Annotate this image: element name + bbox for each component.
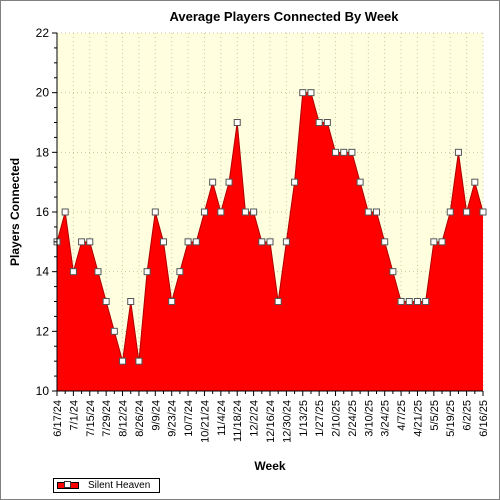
data-point — [307, 89, 315, 97]
x-tick-label: 3/10/25 — [363, 400, 375, 437]
data-point — [225, 178, 233, 186]
x-axis-label: Week — [254, 459, 285, 473]
x-tick-label: 5/5/25 — [429, 400, 441, 431]
data-point — [282, 238, 290, 246]
data-point — [209, 178, 217, 186]
data-point — [315, 119, 323, 126]
data-point — [200, 208, 208, 216]
data-point — [258, 238, 266, 246]
data-point — [479, 208, 487, 216]
data-point — [78, 238, 86, 246]
series-markers — [53, 89, 487, 365]
data-point — [119, 357, 127, 365]
x-tick-label: 7/1/24 — [68, 400, 80, 431]
data-point — [454, 148, 462, 156]
y-tick-label: 12 — [36, 324, 50, 338]
x-tick-label: 7/15/24 — [85, 400, 97, 437]
data-point — [192, 238, 200, 246]
legend-label-silent-heaven: Silent Heaven — [88, 480, 151, 491]
x-tick-label: 6/17/24 — [52, 400, 64, 437]
x-tick-label: 2/24/25 — [347, 400, 359, 437]
x-tick-label: 12/16/24 — [265, 400, 277, 443]
x-tick-label: 7/29/24 — [101, 400, 113, 437]
data-point — [143, 268, 151, 276]
data-point — [241, 208, 249, 216]
data-point — [160, 238, 167, 246]
y-axis-label: Players Connected — [8, 158, 22, 266]
data-point — [405, 298, 413, 305]
x-tick-label: 11/18/24 — [232, 400, 244, 442]
data-point — [430, 238, 438, 246]
data-point — [217, 208, 225, 216]
data-point — [94, 268, 102, 276]
x-tick-label: 5/19/25 — [445, 400, 457, 437]
legend-marker — [64, 481, 71, 488]
y-tick-label: 22 — [36, 26, 50, 40]
data-point — [397, 298, 405, 305]
data-point — [61, 208, 69, 216]
y-tick-label: 18 — [36, 145, 50, 159]
x-tick-label: 8/12/24 — [118, 400, 130, 437]
legend: Silent Heaven — [53, 478, 160, 493]
x-tick-label: 11/4/24 — [216, 400, 228, 436]
data-point — [135, 357, 143, 365]
data-point — [102, 298, 110, 305]
data-point — [176, 268, 184, 276]
data-point — [168, 298, 176, 305]
data-point — [323, 119, 331, 126]
y-tick-label: 16 — [36, 205, 50, 219]
x-tick-label: 1/27/25 — [314, 400, 326, 437]
data-point — [364, 208, 372, 216]
data-point — [348, 148, 356, 156]
x-tick-label: 6/16/25 — [478, 400, 490, 437]
data-point — [151, 208, 159, 216]
x-tick-label: 8/26/24 — [134, 400, 146, 437]
data-point — [69, 268, 77, 276]
data-point — [389, 268, 397, 276]
data-point — [373, 208, 380, 216]
data-point — [86, 238, 94, 246]
chart-title: Average Players Connected By Week — [169, 9, 399, 24]
data-point — [250, 208, 258, 216]
x-tick-label: 1/13/25 — [298, 400, 310, 437]
x-tick-label: 4/7/25 — [396, 400, 408, 431]
data-point — [274, 298, 282, 305]
data-point — [233, 119, 241, 126]
y-tick-label: 10 — [36, 384, 50, 398]
data-point — [356, 178, 364, 186]
x-tick-label: 2/10/25 — [331, 400, 343, 437]
x-tick-label: 6/2/25 — [462, 400, 474, 431]
data-point — [438, 238, 446, 246]
x-tick-label: 9/9/24 — [150, 400, 162, 431]
data-point — [422, 298, 430, 305]
x-tick-label: 12/30/24 — [281, 400, 293, 443]
x-tick-label: 3/24/25 — [380, 400, 392, 437]
y-tick-label: 14 — [36, 265, 50, 279]
data-point — [463, 208, 471, 216]
data-point — [381, 238, 389, 246]
y-tick-label: 20 — [36, 86, 50, 100]
data-point — [340, 148, 348, 156]
data-point — [266, 238, 274, 246]
data-point — [332, 148, 340, 156]
data-point — [291, 178, 299, 186]
data-point — [471, 178, 479, 186]
x-tick-label: 10/7/24 — [183, 400, 195, 437]
x-tick-label: 9/23/24 — [167, 400, 179, 437]
x-tick-label: 4/21/25 — [412, 400, 424, 437]
x-tick-label: 12/2/24 — [249, 400, 261, 437]
data-point — [446, 208, 454, 216]
data-point — [127, 298, 135, 305]
data-point — [110, 327, 118, 335]
data-point — [299, 89, 307, 97]
x-tick-label: 10/21/24 — [199, 400, 211, 443]
data-point — [184, 238, 192, 246]
data-point — [413, 298, 421, 305]
